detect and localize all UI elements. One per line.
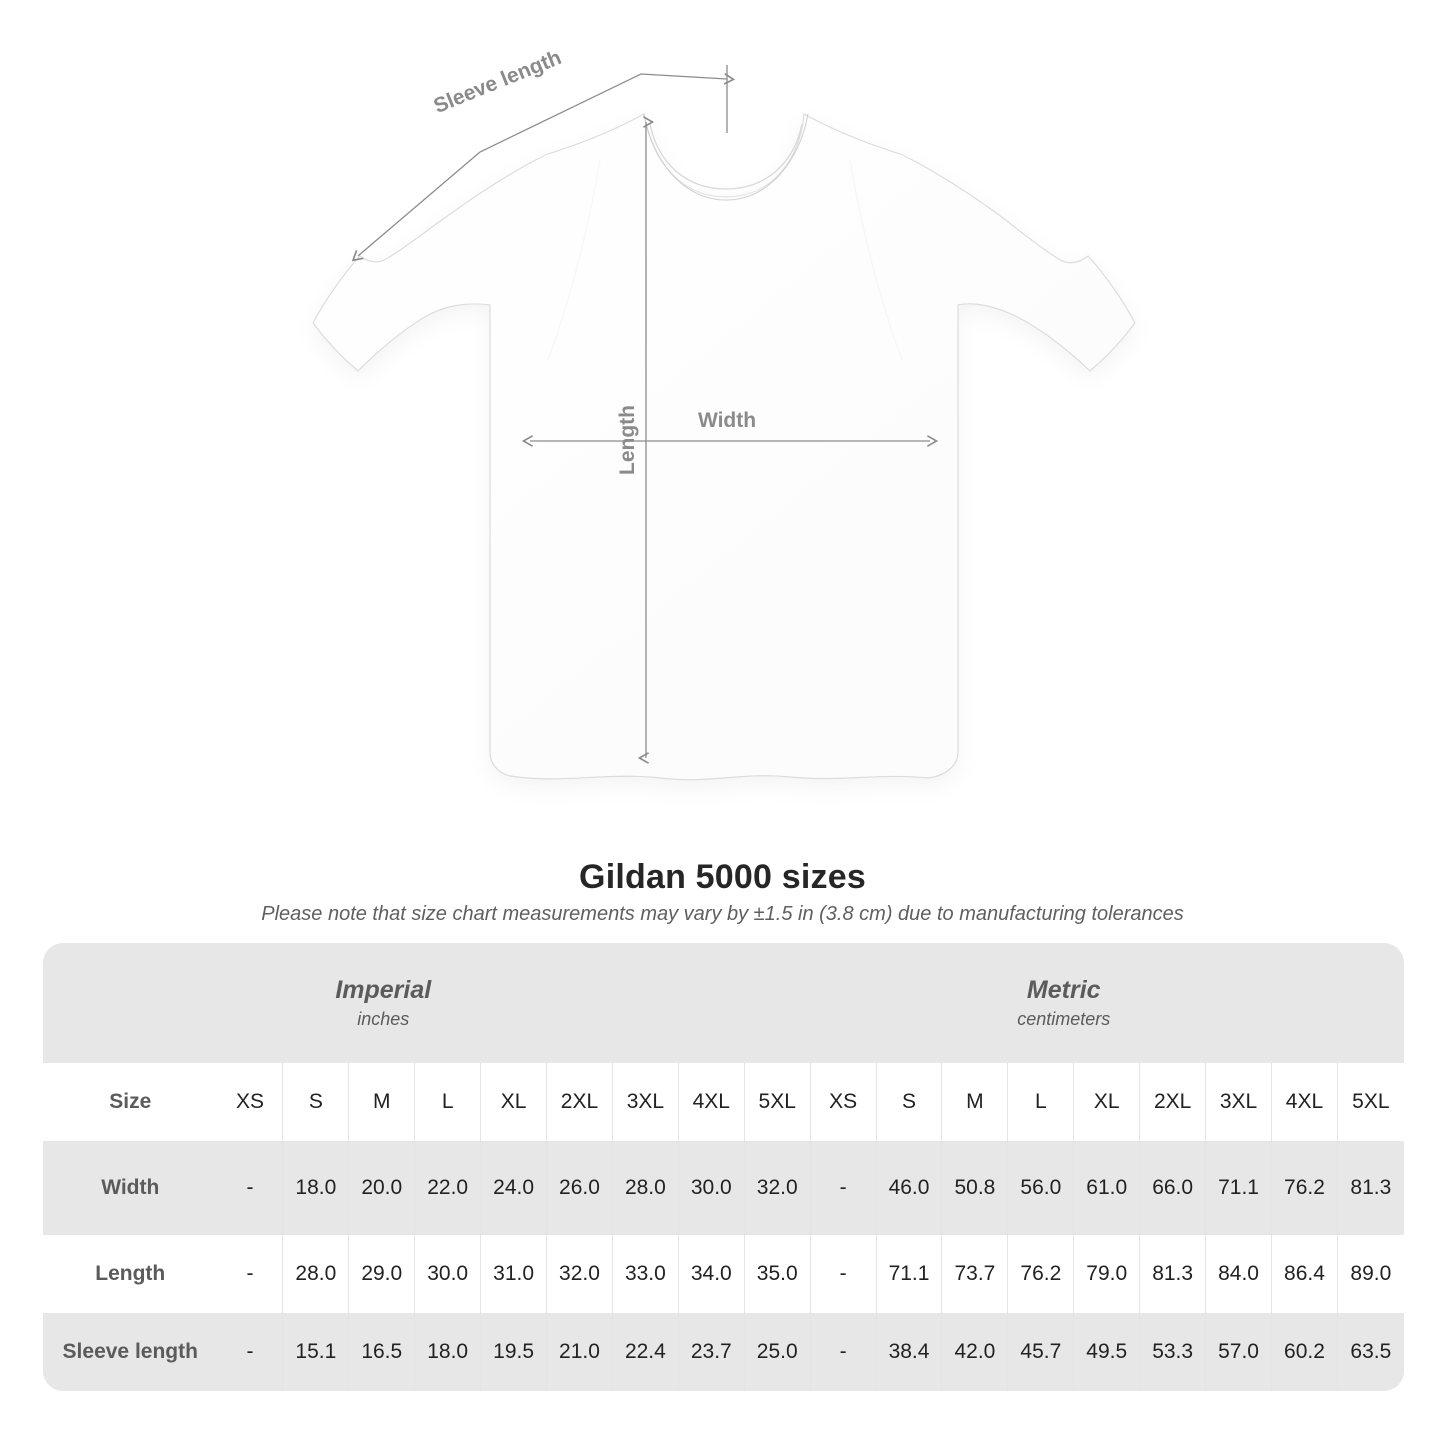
svg-text:Width: Width — [698, 409, 756, 432]
svg-text:Sleeve length: Sleeve length — [430, 46, 564, 118]
svg-text:Length: Length — [616, 405, 639, 475]
